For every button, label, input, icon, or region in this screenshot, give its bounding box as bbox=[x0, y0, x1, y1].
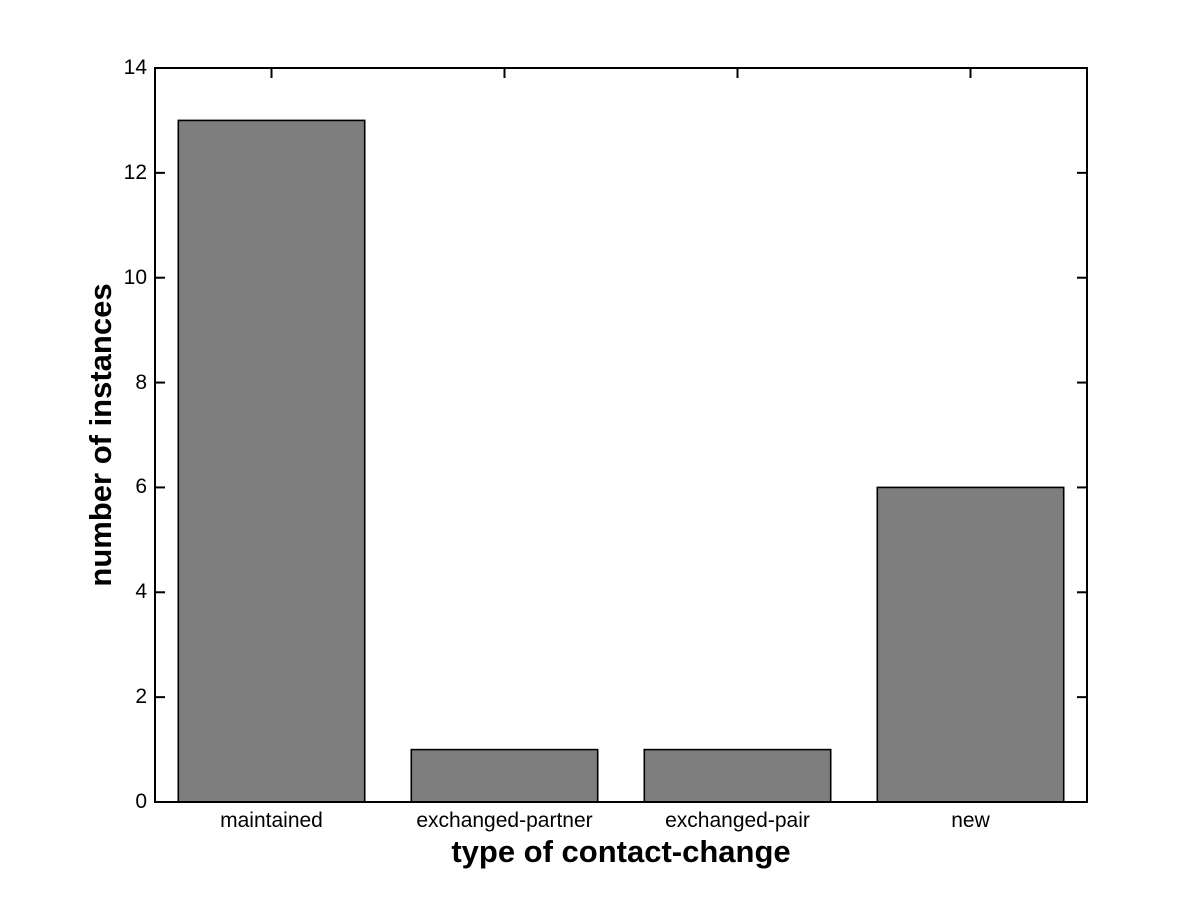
bar-maintained bbox=[177, 119, 366, 803]
y-tick-label: 6 bbox=[135, 475, 147, 499]
x-tick-label: new bbox=[951, 809, 990, 832]
x-tick-label: exchanged-pair bbox=[665, 809, 810, 832]
bar-exchanged-partner bbox=[410, 748, 599, 803]
bar-exchanged-pair bbox=[643, 748, 832, 803]
axes-frame bbox=[154, 67, 1088, 803]
y-tick-label: 12 bbox=[123, 160, 147, 184]
x-axis-label: type of contact-change bbox=[451, 834, 791, 869]
y-tick-label: 2 bbox=[135, 685, 147, 709]
bar-new bbox=[876, 486, 1065, 803]
y-tick-label: 0 bbox=[135, 790, 147, 813]
x-tick-label: exchanged-partner bbox=[416, 809, 593, 832]
y-tick-label: 10 bbox=[123, 265, 147, 289]
y-tick-label: 4 bbox=[135, 580, 147, 604]
y-tick-label: 8 bbox=[135, 370, 147, 394]
y-axis-label: number of instances bbox=[83, 283, 118, 587]
y-tick-label: 14 bbox=[123, 56, 147, 79]
x-tick-label: maintained bbox=[220, 809, 323, 832]
